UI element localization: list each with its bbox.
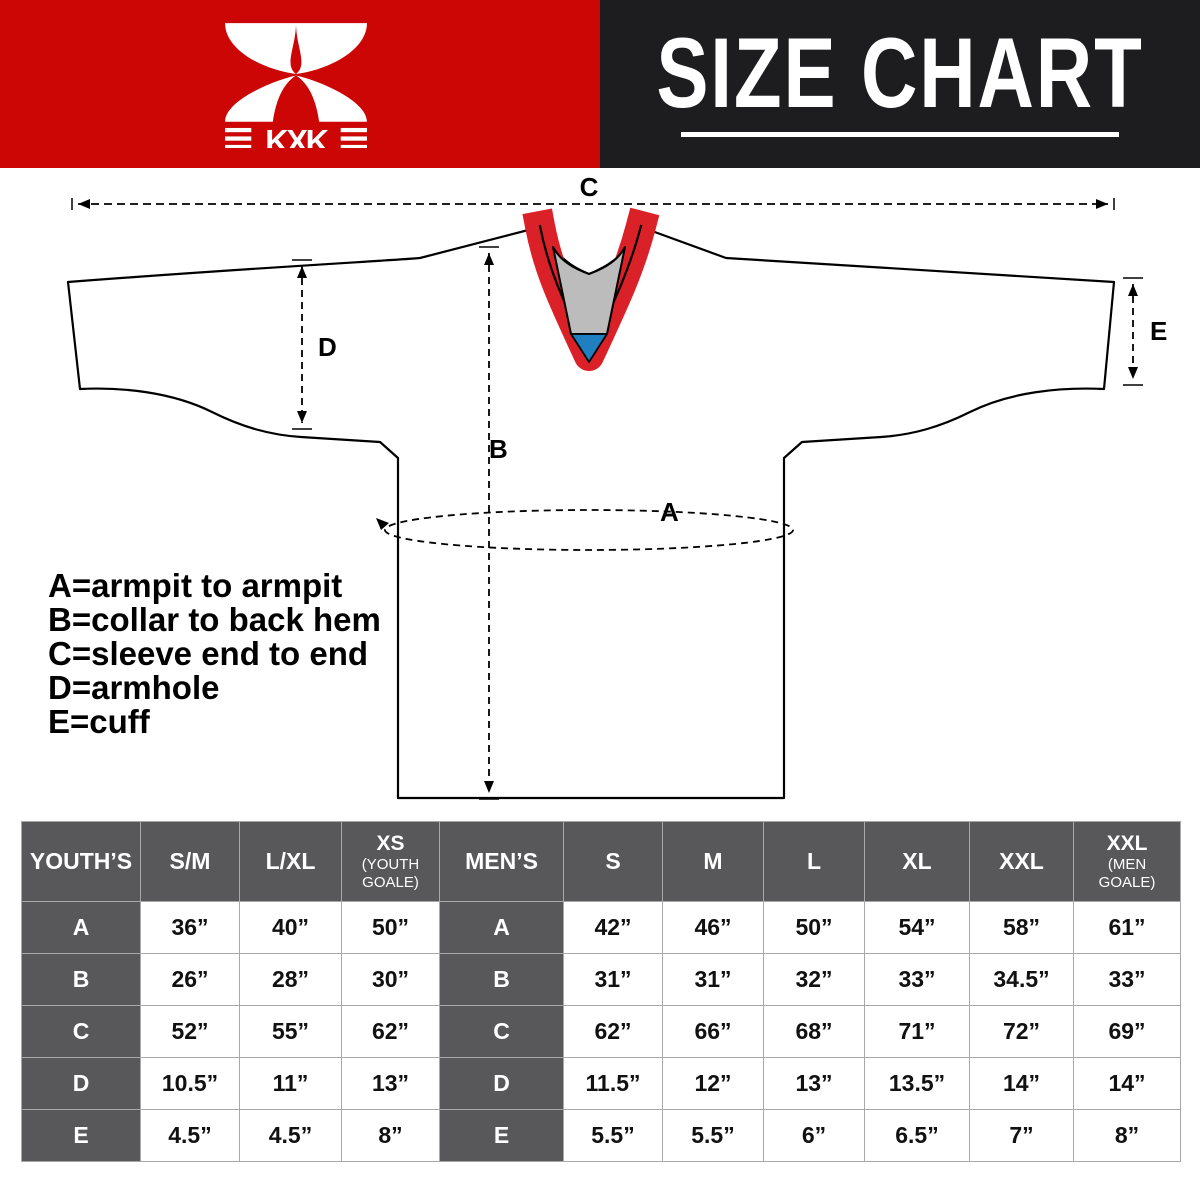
svg-text:C=sleeve end to end: C=sleeve end to end xyxy=(48,635,368,672)
svg-text:D=armhole: D=armhole xyxy=(48,669,219,706)
svg-text:D: D xyxy=(318,332,337,362)
svg-text:C: C xyxy=(580,172,599,202)
svg-text:E: E xyxy=(1150,316,1167,346)
svg-text:B: B xyxy=(489,434,508,464)
svg-text:KXK: KXK xyxy=(265,124,329,148)
svg-text:A=armpit to armpit: A=armpit to armpit xyxy=(48,567,342,604)
svg-text:A: A xyxy=(660,497,679,527)
svg-text:E=cuff: E=cuff xyxy=(48,703,151,740)
svg-text:B=collar to back hem: B=collar to back hem xyxy=(48,601,381,638)
